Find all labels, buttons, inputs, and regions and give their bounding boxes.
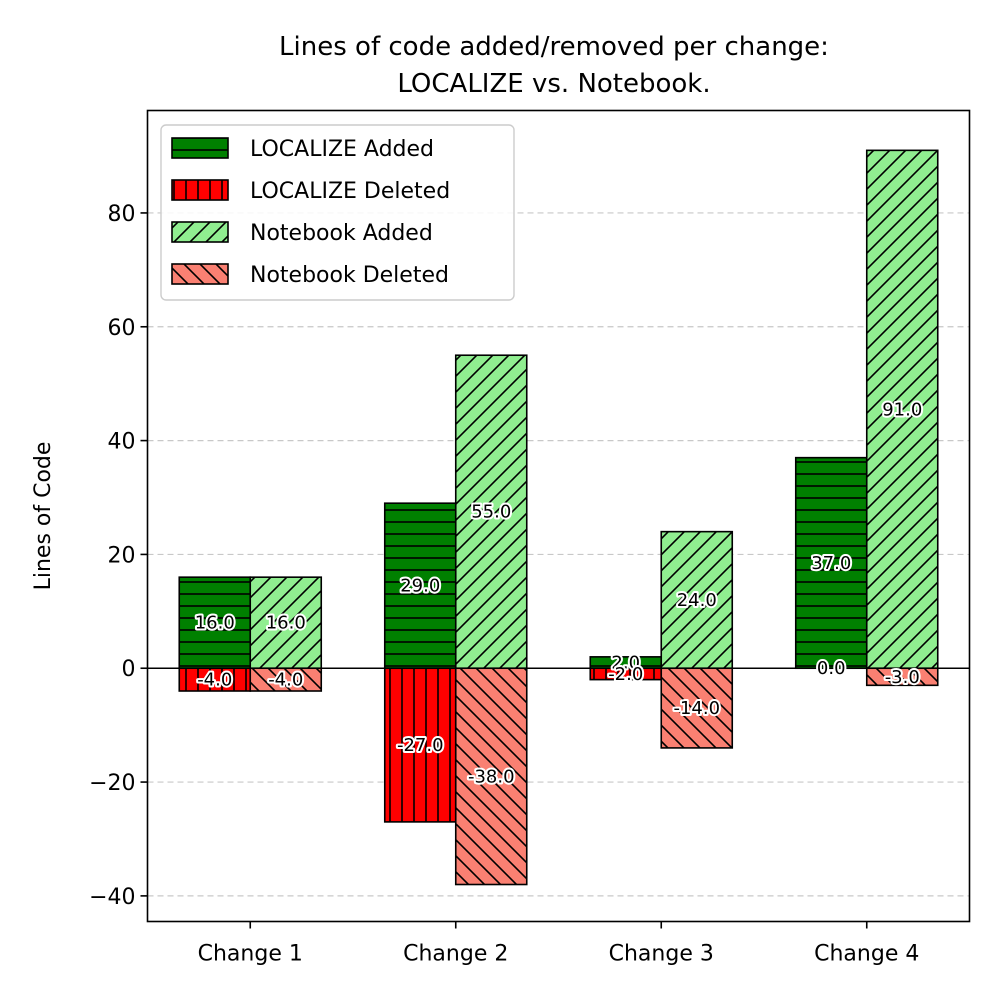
legend-label-notebook-added: Notebook Added (250, 221, 433, 246)
data-label-localize-deleted: -4.0 (197, 670, 232, 691)
x-tick-label: Change 3 (609, 942, 714, 967)
legend-box (160, 124, 515, 301)
bar-hatch-notebook-added (660, 530, 734, 670)
legend-swatch-hatch-localize-added (171, 137, 229, 159)
data-label-notebook-added: 55.0 (471, 502, 511, 523)
data-label-localize-added: 29.0 (400, 576, 440, 597)
y-tick-label: −20 (89, 771, 135, 796)
grid-lines (147, 212, 970, 897)
data-label-notebook-deleted: -38.0 (468, 766, 515, 787)
legend-swatch-hatch-notebook-added (171, 221, 229, 243)
y-tick-label: 20 (108, 543, 136, 568)
bar-hatch-notebook-added (865, 149, 939, 670)
x-tick-label: Change 1 (198, 942, 303, 967)
chart-title-line-2: LOCALIZE vs. Notebook. (397, 69, 710, 99)
x-axis: Change 1 Change 2 Change 3 Change 4 (198, 921, 919, 967)
bar-hatch-localize-added (383, 502, 457, 670)
data-label-notebook-deleted: -3.0 (885, 667, 920, 688)
bar-hatch-notebook-deleted (660, 667, 734, 749)
legend-swatch-hatch-notebook-deleted (171, 263, 229, 285)
bar-hatch-notebook-added (454, 354, 528, 670)
x-tick-label: Change 2 (403, 942, 508, 967)
x-tick-label: Change 4 (814, 942, 919, 967)
data-label-notebook-added: 91.0 (882, 399, 922, 420)
data-label-localize-deleted: -2.0 (608, 664, 643, 685)
bar-hatch-localize-added (794, 456, 868, 670)
y-tick-label: 40 (108, 430, 136, 455)
data-label-localize-deleted: 0.0 (817, 658, 846, 679)
bars (178, 149, 939, 886)
legend-swatch-hatch-localize-deleted (171, 179, 229, 201)
legend-label-notebook-deleted: Notebook Deleted (250, 263, 449, 288)
legend-label-localize-deleted: LOCALIZE Deleted (250, 179, 450, 204)
y-tick-label: 80 (108, 202, 136, 227)
y-axis-label: Lines of Code (31, 442, 56, 591)
y-axis: −40 −20 0 20 40 60 80 (89, 202, 148, 910)
data-label-localize-added: 16.0 (195, 613, 235, 634)
data-label-localize-added: 2.0 (611, 653, 640, 674)
plot-area-frame (146, 109, 971, 923)
y-tick-label: 0 (122, 657, 136, 682)
data-label-notebook-added: 24.0 (677, 590, 717, 611)
data-label-localize-added: 37.0 (811, 553, 851, 574)
y-tick-label: 60 (108, 316, 136, 341)
data-label-notebook-added: 16.0 (266, 613, 306, 634)
chart-title-line-1: Lines of code added/removed per change: (279, 32, 829, 62)
bar-hatch-notebook-deleted (454, 667, 528, 886)
data-label-localize-deleted: -27.0 (397, 735, 444, 756)
bar-value-labels: 16.0 -4.0 16.0 -4.0 29.0 -27.0 55.0 -38.0 2.0-2.… (193, 397, 925, 789)
legend-label-localize-added: LOCALIZE Added (250, 137, 434, 162)
legend: LOCALIZE Added LOCALIZE Deleted Notebook A… (160, 124, 515, 301)
data-label-notebook-deleted: -14.0 (673, 698, 720, 719)
y-tick-label: −40 (89, 885, 135, 910)
data-label-notebook-deleted: -4.0 (268, 670, 303, 691)
